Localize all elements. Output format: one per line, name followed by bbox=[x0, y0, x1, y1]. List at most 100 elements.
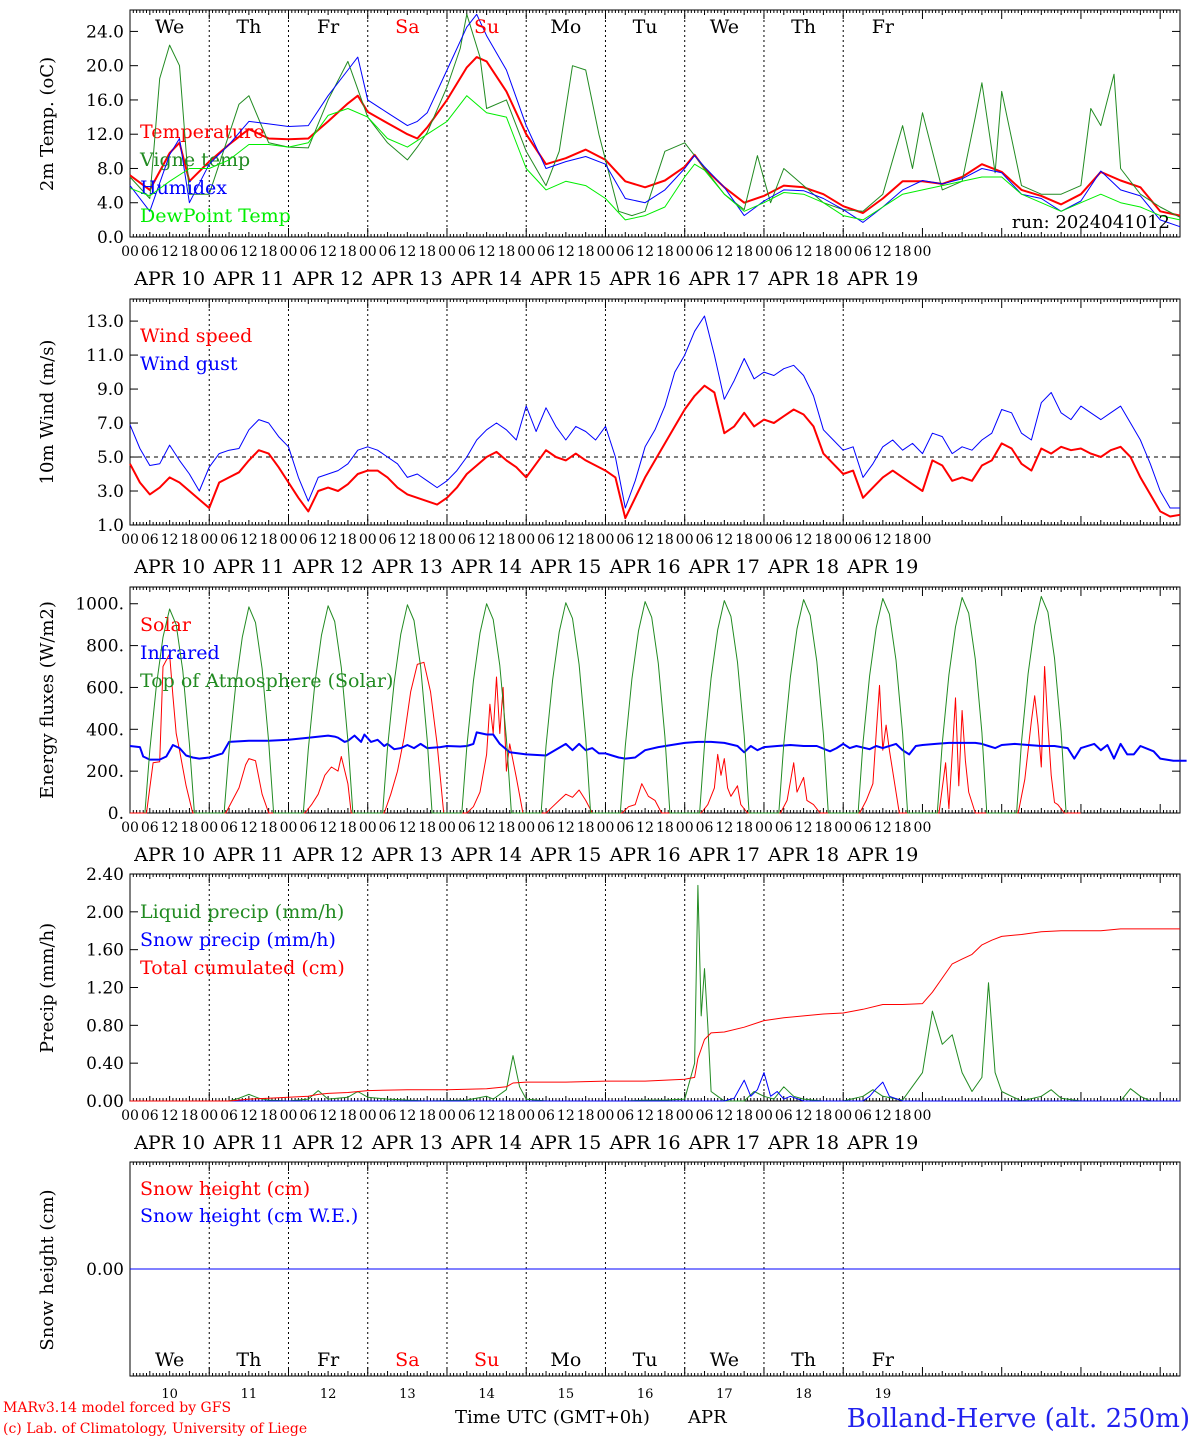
y-tick-label: 3.0 bbox=[97, 482, 124, 502]
date-label: APR 12 bbox=[292, 556, 364, 578]
series-line bbox=[144, 595, 1067, 814]
hour-label: 12 bbox=[398, 532, 416, 548]
hour-label: 06 bbox=[537, 532, 555, 548]
day-abbr: Sa bbox=[395, 1349, 419, 1371]
hour-label: 18 bbox=[418, 244, 436, 260]
day-abbr: Fr bbox=[317, 1349, 340, 1371]
date-label: APR 13 bbox=[371, 1132, 443, 1154]
hour-label: 18 bbox=[260, 1108, 278, 1124]
hour-label: 06 bbox=[616, 532, 634, 548]
panel-5: 0.00 Snow height (cm) Snow height (cm) Snow… bbox=[37, 1161, 1181, 1402]
hour-label: 00 bbox=[755, 532, 773, 548]
hour-label: 00 bbox=[517, 1108, 535, 1124]
series-line bbox=[130, 928, 1180, 1102]
day-number: 17 bbox=[716, 1387, 733, 1402]
hour-label: 06 bbox=[537, 1108, 555, 1124]
hour-label: 06 bbox=[141, 1108, 159, 1124]
date-label: APR 18 bbox=[767, 1132, 839, 1154]
hour-label: 00 bbox=[834, 244, 852, 260]
hour-label: 12 bbox=[478, 532, 496, 548]
legend-entry: Liquid precip (mm/h) bbox=[140, 901, 344, 923]
hour-label: 18 bbox=[498, 532, 516, 548]
y-tick-label: 1.0 bbox=[97, 516, 124, 536]
date-label: APR 16 bbox=[609, 268, 681, 290]
hour-label: 00 bbox=[914, 1108, 932, 1124]
y-tick-label: 0.0 bbox=[97, 228, 124, 248]
legend-entry: Wind speed bbox=[140, 325, 252, 347]
hour-label: 00 bbox=[121, 1108, 139, 1124]
hour-label: 18 bbox=[181, 1108, 199, 1124]
legend-entry: Top of Atmosphere (Solar) bbox=[140, 670, 393, 692]
hour-label: 12 bbox=[240, 532, 258, 548]
hour-label: 18 bbox=[735, 1108, 753, 1124]
hour-label: 06 bbox=[299, 1108, 317, 1124]
hour-label: 00 bbox=[597, 820, 615, 836]
hour-label: 12 bbox=[715, 532, 733, 548]
y-tick-label: 0. bbox=[108, 804, 124, 824]
day-number: 13 bbox=[399, 1387, 416, 1402]
hour-label: 18 bbox=[577, 820, 595, 836]
hour-label: 06 bbox=[220, 1108, 238, 1124]
hour-label: 18 bbox=[577, 244, 595, 260]
day-number: 10 bbox=[161, 1387, 178, 1402]
hour-label: 18 bbox=[418, 820, 436, 836]
hour-label: 00 bbox=[517, 820, 535, 836]
hour-label: 18 bbox=[814, 244, 832, 260]
hour-label: 06 bbox=[696, 1108, 714, 1124]
hour-label: 12 bbox=[557, 244, 575, 260]
hour-label: 18 bbox=[339, 244, 357, 260]
hour-label: 12 bbox=[874, 1108, 892, 1124]
day-number: 11 bbox=[241, 1387, 258, 1402]
hour-label: 00 bbox=[280, 820, 298, 836]
hour-label: 00 bbox=[438, 244, 456, 260]
hour-label: 12 bbox=[478, 820, 496, 836]
hour-label: 06 bbox=[220, 244, 238, 260]
hour-label: 12 bbox=[874, 820, 892, 836]
credit-line-1: MARv3.14 model forced by GFS bbox=[3, 1400, 231, 1416]
hour-label: 06 bbox=[854, 1108, 872, 1124]
hour-label: 06 bbox=[537, 820, 555, 836]
y-axis-label: Energy fluxes (W/m2) bbox=[37, 601, 58, 799]
date-label: APR 16 bbox=[609, 1132, 681, 1154]
date-label: APR 17 bbox=[688, 1132, 760, 1154]
hour-label: 18 bbox=[339, 820, 357, 836]
series-line bbox=[129, 95, 1181, 221]
hour-label: 18 bbox=[181, 820, 199, 836]
hour-label: 18 bbox=[498, 820, 516, 836]
hour-label: 12 bbox=[161, 1108, 179, 1124]
date-label: APR 12 bbox=[292, 844, 364, 866]
day-abbr: We bbox=[155, 1349, 184, 1371]
legend-entry: Temperature bbox=[140, 121, 264, 143]
hour-label: 00 bbox=[438, 532, 456, 548]
hour-label: 00 bbox=[755, 244, 773, 260]
plot-layer: 0.0 4.0 8.0 12.0 16.0 20.0 24.0 2m Temp. (oC) Te… bbox=[37, 9, 1187, 1402]
y-tick-label: 7.0 bbox=[97, 414, 124, 434]
hour-label: 06 bbox=[696, 244, 714, 260]
date-label: APR 11 bbox=[212, 556, 284, 578]
hour-label: 18 bbox=[656, 244, 674, 260]
date-label: APR 10 bbox=[133, 268, 205, 290]
hour-label: 12 bbox=[398, 1108, 416, 1124]
plot-frame bbox=[129, 586, 1181, 814]
y-tick-label: 2.40 bbox=[86, 865, 124, 885]
hour-label: 06 bbox=[696, 532, 714, 548]
y-tick-label: 13.0 bbox=[86, 312, 124, 332]
hour-label: 06 bbox=[616, 1108, 634, 1124]
hour-label: 12 bbox=[240, 1108, 258, 1124]
day-abbr: Fr bbox=[317, 16, 340, 38]
legend-entry: Wind gust bbox=[140, 353, 238, 375]
hour-label: 00 bbox=[834, 1108, 852, 1124]
y-tick-label: 1.20 bbox=[86, 979, 124, 999]
hour-label: 18 bbox=[894, 1108, 912, 1124]
y-axis-label: Snow height (cm) bbox=[37, 1189, 58, 1350]
hour-label: 06 bbox=[379, 532, 397, 548]
date-label: APR 17 bbox=[688, 556, 760, 578]
hour-label: 12 bbox=[319, 1108, 337, 1124]
hour-label: 06 bbox=[775, 532, 793, 548]
hour-label: 18 bbox=[894, 244, 912, 260]
day-abbr: Sa bbox=[395, 16, 419, 38]
panel-4: 0.00 0.40 0.80 1.20 1.60 2.00 2.40 Precip (mm/h… bbox=[37, 865, 1181, 1154]
y-tick-label: 0.80 bbox=[86, 1016, 124, 1036]
hour-label: 18 bbox=[735, 532, 753, 548]
